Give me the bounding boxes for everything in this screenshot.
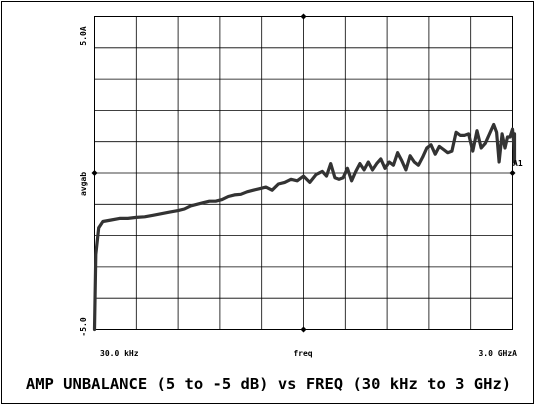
x-tick-right: 3.0 GHzA — [478, 349, 517, 358]
x-axis-label: freq — [293, 349, 312, 358]
y-tick-bottom: -5.0 — [79, 317, 88, 336]
plot-border — [94, 16, 513, 330]
y-axis-label: avgab — [79, 172, 88, 196]
series-line — [92, 122, 517, 332]
chart-title: AMP UNBALANCE (5 to -5 dB) vs FREQ (30 k… — [25, 375, 512, 393]
grid-layer — [91, 13, 516, 333]
series-layer — [92, 122, 517, 332]
y-tick-top: 5.0A — [79, 26, 88, 45]
x-tick-left: 30.0 kHz — [100, 349, 139, 358]
marker-label: A1 — [513, 159, 523, 168]
